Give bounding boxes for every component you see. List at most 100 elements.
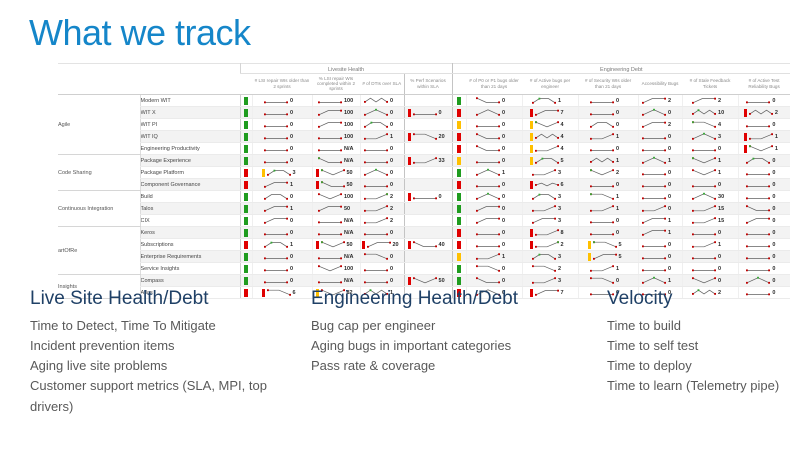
engineering-status-indicator <box>457 288 462 297</box>
cell-value: 50 <box>438 277 445 284</box>
cell-value: 1 <box>668 229 672 236</box>
cell-value: 50 <box>346 169 353 176</box>
metric-cell <box>405 167 452 178</box>
sparkline-icon <box>476 192 501 200</box>
metric-cell: 1 <box>579 191 638 202</box>
metric-cell <box>405 203 452 214</box>
red-warning-bar <box>743 108 747 117</box>
cell-value: 0 <box>616 229 620 236</box>
cell-value: 0 <box>502 145 506 152</box>
metric-cell: 0 <box>579 287 638 298</box>
metric-cell: 0 <box>639 167 682 178</box>
cell-value: 2 <box>616 169 620 176</box>
metric-cell: 0 <box>579 275 638 286</box>
row-group-label: artOfRe <box>58 226 140 275</box>
metric-cell: 0 <box>683 179 738 190</box>
column-header-ls-status <box>240 73 252 95</box>
cell-value: 50 <box>346 181 353 188</box>
cell-value: N/A <box>344 217 354 224</box>
sparkline-icon <box>364 233 388 236</box>
sparkline-icon <box>318 149 342 152</box>
metric-cell: 50 <box>405 275 452 286</box>
metric-cell: 0 <box>639 287 682 298</box>
sparkline-icon <box>642 269 667 272</box>
sparkline-icon <box>264 149 288 152</box>
metric-cell: 0 <box>467 215 522 226</box>
sparkline-icon <box>532 169 557 176</box>
sparkline-icon <box>264 205 288 212</box>
sparkline-icon <box>364 269 388 272</box>
metric-cell: 4 <box>523 143 578 154</box>
engineering-status-indicator <box>457 168 462 177</box>
sparkline-icon <box>264 281 288 284</box>
cell-value: 0 <box>668 241 672 248</box>
sparkline-icon <box>746 217 771 224</box>
metric-cell: 1 <box>683 167 738 178</box>
cell-value: 0 <box>616 277 620 284</box>
cell-value: 0 <box>668 181 672 188</box>
sparkline-icon <box>532 205 557 212</box>
metric-cell: 1 <box>579 203 638 214</box>
sparkline-icon <box>476 205 501 212</box>
metric-cell: 100 <box>313 107 360 118</box>
sparkline-icon <box>476 161 501 164</box>
sparkline-icon <box>318 193 342 200</box>
section-header-livesite: Livesite Health <box>239 63 453 74</box>
metric-cell: 3 <box>523 167 578 178</box>
sparkline-icon <box>264 194 288 200</box>
metric-cell: 0 <box>467 287 522 298</box>
metric-cell: 0 <box>405 107 452 118</box>
sparkline-icon <box>366 241 391 248</box>
cell-value: 0 <box>668 289 672 296</box>
sparkline-icon <box>692 269 717 272</box>
row-group-label: Agile <box>58 94 140 155</box>
sparkline-icon <box>364 121 388 128</box>
sparkline-icon <box>748 145 773 152</box>
cell-value: 100 <box>344 133 354 140</box>
sparkline-icon <box>642 108 667 116</box>
red-warning-bar <box>407 132 411 141</box>
engineering-status-indicator <box>457 120 462 129</box>
cell-value: 1 <box>668 277 672 284</box>
sparkline-icon <box>264 181 288 188</box>
sparkline-icon <box>364 108 388 116</box>
metric-cell: 1 <box>579 155 638 166</box>
cell-value: 0 <box>772 277 776 284</box>
cell-value: 0 <box>718 145 722 152</box>
sparkline-icon <box>642 229 667 236</box>
metric-cell: N/A <box>313 143 360 154</box>
sparkline-icon <box>476 168 501 176</box>
cell-value: 0 <box>390 157 394 164</box>
cell-value: 0 <box>502 265 506 272</box>
sparkline-icon <box>266 169 291 176</box>
metric-cell: 0 <box>639 239 682 250</box>
cell-value: 0 <box>390 229 394 236</box>
livesite-status-indicator <box>244 228 248 237</box>
metric-cell: 20 <box>361 239 404 250</box>
cell-value: 1 <box>616 205 620 212</box>
table-row: CIX 0 N/A 2 0 3 0 1 15 0 <box>58 214 791 227</box>
metric-cell: 0 <box>361 179 404 190</box>
team-label: WIT X <box>139 106 241 119</box>
cell-value: 1 <box>718 169 722 176</box>
metric-cell: 3 <box>523 275 578 286</box>
cell-value: 1 <box>390 133 394 140</box>
sparkline-icon <box>320 169 345 176</box>
cell-value: 2 <box>560 241 564 248</box>
metric-cell: 2 <box>361 215 404 226</box>
cell-value: 1 <box>390 289 394 296</box>
team-label: Component Governance <box>139 178 241 191</box>
sparkline-icon <box>318 137 342 140</box>
sparkline-icon <box>476 277 501 284</box>
column-header: # LSI repair WIs older than 2 sprints <box>252 73 312 95</box>
metric-cell: 0 <box>467 119 522 130</box>
sparkline-icon <box>592 253 617 260</box>
metric-cell: 0 <box>361 119 404 130</box>
cell-value: 1 <box>668 217 672 224</box>
column-header: # of Active bugs per engineer <box>522 73 579 95</box>
cell-value: N/A <box>344 157 354 164</box>
table-row: Agile Modern WIT 0 100 0 0 1 0 2 2 0 <box>58 94 791 155</box>
metric-cell <box>405 263 452 274</box>
sparkline-icon <box>642 217 667 224</box>
